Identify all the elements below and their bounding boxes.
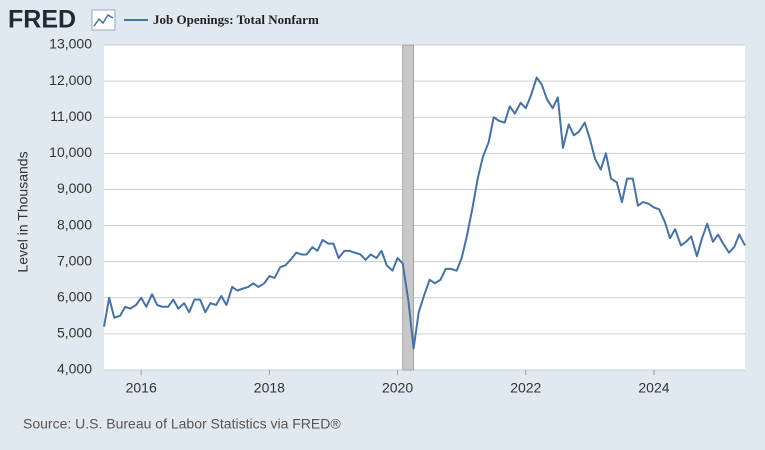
y-tick-label: 13,000 bbox=[49, 36, 92, 52]
y-tick-label: 12,000 bbox=[49, 72, 92, 88]
series-line bbox=[103, 76, 746, 350]
logo-icon bbox=[91, 9, 116, 31]
y-tick-label: 7,000 bbox=[57, 252, 92, 268]
brand-logo[interactable]: FRED bbox=[8, 6, 76, 34]
legend-label: Job Openings: Total Nonfarm bbox=[153, 12, 319, 27]
x-tick-label: 2018 bbox=[254, 380, 285, 396]
plot-area bbox=[104, 45, 745, 370]
x-tick-label: 2020 bbox=[382, 380, 413, 396]
x-tick-label: 2016 bbox=[126, 380, 157, 396]
y-tick-label: 10,000 bbox=[49, 144, 92, 160]
x-tick-label: 2024 bbox=[638, 380, 669, 396]
y-tick-label: 11,000 bbox=[50, 108, 92, 124]
y-tick-label: 8,000 bbox=[57, 216, 92, 232]
recession-band bbox=[402, 44, 415, 371]
y-tick-label: 4,000 bbox=[57, 361, 92, 377]
y-tick-label: 5,000 bbox=[57, 325, 92, 341]
y-tick-label: 9,000 bbox=[57, 180, 92, 196]
y-axis-label: Level in Thousands bbox=[15, 151, 31, 272]
y-tick-label: 6,000 bbox=[57, 288, 92, 304]
x-tick-label: 2022 bbox=[510, 380, 541, 396]
source-note: Source: U.S. Bureau of Labor Statistics … bbox=[23, 416, 341, 432]
